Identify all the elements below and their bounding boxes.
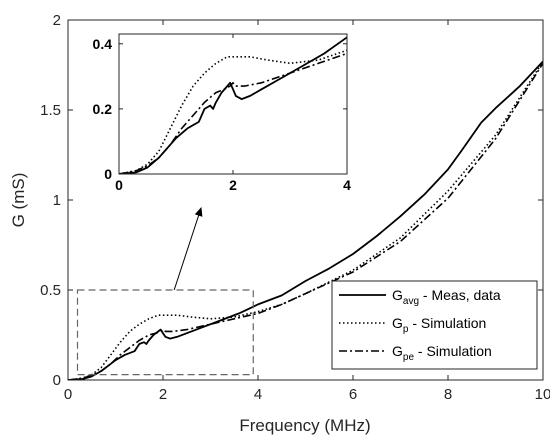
inset-series-solid [119,36,347,174]
main-x-tick-label: 0 [64,386,72,403]
main-x-tick-label: 8 [444,386,452,403]
legend-gavg-rest: - Meas, data [419,287,501,303]
inset-y-tick-label: 0.2 [93,101,113,117]
inset-series-dotted [119,49,347,174]
legend-gavg-main: G [392,287,403,303]
main-x-tick-label: 6 [349,386,357,403]
zoom-region-box [76,289,254,376]
legend-gp-main: G [392,315,403,331]
main-series-dashdot [68,62,543,380]
main-y-tick-label: 0 [53,372,61,389]
inset-y-tick-label: 0.4 [93,36,113,52]
legend-gpe-sub: pe [403,352,415,363]
main-x-tick-label: 4 [254,386,262,403]
legend-entry-gpe: Gpe - Simulation [392,343,492,363]
inset-y-tick-label: 0 [104,166,112,182]
legend-gp-rest: - Simulation [408,315,486,331]
main-y-tick-label: 2 [53,12,61,29]
zoom-indicator [76,207,254,376]
inset-background [119,34,347,174]
legend: Gavg - Meas, data Gp - Simulation Gpe - … [331,280,538,370]
main-tick-group: 0 2 4 6 8 10 0 0.5 1 1.5 2 [40,12,550,403]
x-axis-title: Frequency (MHz) [239,416,370,435]
main-series-solid [68,60,543,380]
main-y-tick-label: 1.5 [40,102,61,119]
legend-entry-gp: Gp - Simulation [392,315,486,335]
main-y-tick-label: 0.5 [40,282,61,299]
inset-x-tick-label: 0 [115,177,123,193]
legend-gp-sub: p [403,324,409,335]
legend-gavg-sub: avg [403,296,419,307]
zoom-arrow [173,207,203,291]
main-x-tick-label: 10 [535,386,550,403]
legend-gpe-main: G [392,343,403,359]
main-y-tick-label: 1 [53,192,61,209]
legend-entry-gavg: Gavg - Meas, data [392,287,501,307]
inset-tick-group: 0 2 4 0 0.2 0.4 [93,34,351,193]
legend-gpe-rest: - Simulation [414,343,492,359]
inset-x-tick-label: 4 [343,177,351,193]
main-x-tick-label: 2 [159,386,167,403]
y-axis-title: G (mS) [9,173,28,228]
inset-series-group [119,36,347,174]
main-series-group [68,60,543,380]
inset-x-tick-label: 2 [229,177,237,193]
